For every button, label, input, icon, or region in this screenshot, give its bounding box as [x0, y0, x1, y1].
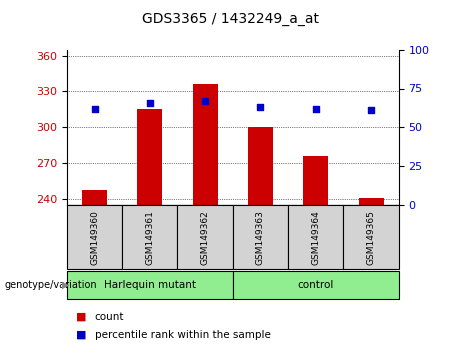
- Text: count: count: [95, 312, 124, 322]
- Bar: [288, 205, 343, 269]
- Bar: [303, 156, 328, 205]
- Text: GSM149365: GSM149365: [366, 210, 376, 265]
- Point: [91, 106, 98, 112]
- Bar: [137, 109, 162, 205]
- Text: genotype/variation: genotype/variation: [5, 280, 97, 290]
- Text: GDS3365 / 1432249_a_at: GDS3365 / 1432249_a_at: [142, 12, 319, 27]
- Point: [257, 104, 264, 110]
- Point: [146, 100, 154, 105]
- Text: GSM149363: GSM149363: [256, 210, 265, 265]
- Text: control: control: [298, 280, 334, 290]
- Text: GSM149362: GSM149362: [201, 210, 210, 264]
- Text: ■: ■: [76, 330, 87, 339]
- Text: Harlequin mutant: Harlequin mutant: [104, 280, 196, 290]
- Bar: [343, 205, 399, 269]
- Bar: [359, 198, 384, 205]
- Text: GSM149364: GSM149364: [311, 210, 320, 264]
- Text: ■: ■: [76, 312, 87, 322]
- Text: percentile rank within the sample: percentile rank within the sample: [95, 330, 271, 339]
- Bar: [248, 127, 273, 205]
- Bar: [82, 190, 107, 205]
- Bar: [233, 205, 288, 269]
- Bar: [193, 84, 218, 205]
- Bar: [177, 205, 233, 269]
- Point: [312, 106, 319, 112]
- Bar: [67, 271, 233, 299]
- Text: GSM149360: GSM149360: [90, 210, 99, 265]
- Point: [201, 98, 209, 104]
- Bar: [67, 205, 122, 269]
- Bar: [233, 271, 399, 299]
- Point: [367, 108, 375, 113]
- Bar: [122, 205, 177, 269]
- Text: GSM149361: GSM149361: [145, 210, 154, 265]
- Text: ▶: ▶: [62, 280, 70, 290]
